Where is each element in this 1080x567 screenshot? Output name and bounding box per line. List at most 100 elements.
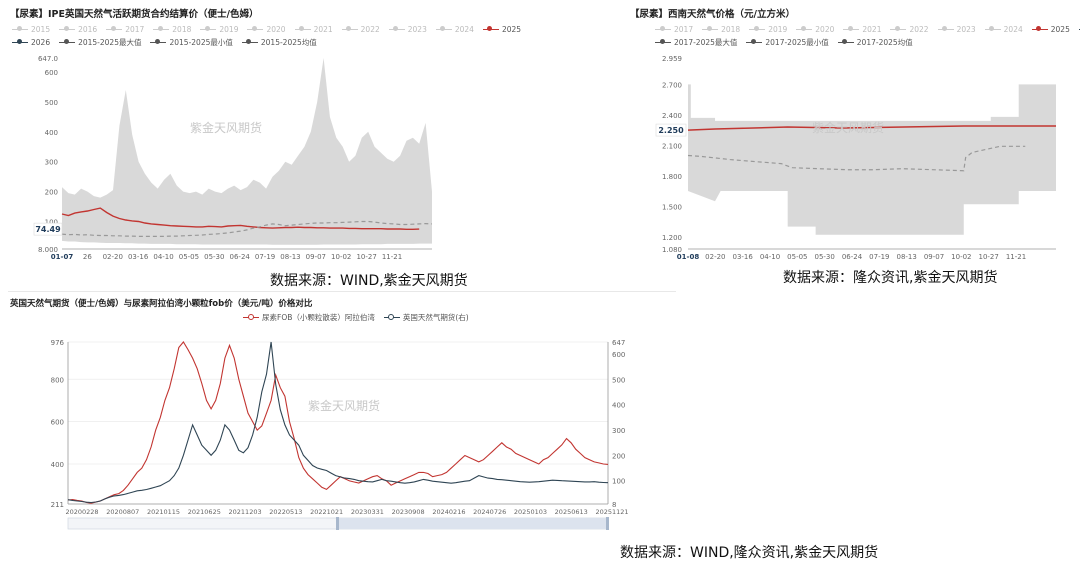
legend-item[interactable]: 2024 xyxy=(984,23,1023,35)
x-tick-label: 06-24 xyxy=(842,253,863,261)
legend-label: 2020 xyxy=(266,24,286,34)
legend-item[interactable]: 2020 xyxy=(247,23,286,35)
x-tick-label: 20210625 xyxy=(188,508,221,516)
legend-label: 2016 xyxy=(78,24,98,34)
legend-item[interactable]: 2015-2025均值 xyxy=(241,36,317,48)
legend-item[interactable]: 2021 xyxy=(294,23,333,35)
y-right-tick-label: 500 xyxy=(612,376,625,384)
series-line xyxy=(61,207,420,230)
y-tick-label: 600 xyxy=(45,69,58,77)
y-tick-label: 2.959 xyxy=(662,55,682,63)
legend-item[interactable]: 2017-2025最小值 xyxy=(746,36,829,48)
legend-swatch xyxy=(1031,25,1048,33)
legend-swatch xyxy=(106,25,123,33)
legend-label: 尿素FOB（小颗粒散装）阿拉伯湾 xyxy=(262,312,375,322)
x-tick-label: 03-16 xyxy=(732,253,753,261)
legend-swatch xyxy=(1078,25,1080,33)
legend-item[interactable]: 2017 xyxy=(106,23,144,35)
x-tick-label: 20250613 xyxy=(555,508,588,516)
legend-swatch xyxy=(12,38,28,46)
legend-row-2: 2026 2015-2025最大值 2015-2025最小值 2015-2025均值 xyxy=(12,36,326,48)
legend-item[interactable]: 2015 xyxy=(12,23,50,35)
legend-item[interactable]: 2020 xyxy=(796,23,834,35)
legend-item[interactable]: 2018 xyxy=(702,23,740,35)
x-tick-label: 03-16 xyxy=(128,253,149,261)
legend-row-1: 2015 2016 2017 2018 2019 2020 2021 2022 2023 2024… xyxy=(12,23,530,35)
panel-uk-gas-seasonal: 【尿素】IPE英国天然气活跃期货合约结算价（便士/色姆） 2015 2016 201… xyxy=(0,0,521,270)
y-left-tick-label: 800 xyxy=(51,376,64,384)
legend-label: 2025 xyxy=(501,24,522,34)
legend-swatch xyxy=(241,38,258,46)
legend-label: 2019 xyxy=(768,24,788,34)
legend-label: 2017 xyxy=(125,24,145,34)
y-tick-label: 300 xyxy=(45,159,58,167)
legend-item[interactable]: 2025 xyxy=(482,23,522,35)
chart-southwest-gas: 2.959 2.700 2.400 2.100 1.800 1.500 1.200 1.080… xyxy=(655,55,1056,261)
legend-item[interactable]: 2015-2025最小值 xyxy=(150,36,233,48)
divider xyxy=(8,291,676,292)
legend-label: 2015-2025最大值 xyxy=(78,37,142,47)
legend-item[interactable]: 2017-2025均值 xyxy=(837,36,913,48)
legend-item[interactable]: 2021 xyxy=(843,23,881,35)
series-line xyxy=(67,341,609,504)
series-line xyxy=(687,125,1056,131)
x-tick-label: 08-13 xyxy=(280,253,300,261)
legend-item[interactable]: 2017 xyxy=(655,23,693,35)
legend-item[interactable]: 尿素FOB（小颗粒散装）阿拉伯湾 xyxy=(243,311,375,323)
legend-item[interactable]: 2024 xyxy=(435,23,474,35)
legend-item[interactable]: 2023 xyxy=(388,23,427,35)
legend-item[interactable]: 2023 xyxy=(937,23,976,35)
x-tick-label: 20240726 xyxy=(473,508,506,516)
x-tick-label: 09-07 xyxy=(924,253,944,261)
x-tick-label: 20230331 xyxy=(351,508,384,516)
current-value-label: 2.250 xyxy=(658,126,684,135)
chart-title: 【尿素】IPE英国天然气活跃期货合约结算价（便士/色姆） xyxy=(10,9,259,20)
legend-item[interactable]: 2015-2025最大值 xyxy=(59,36,141,48)
legend-label: 英国天然气期货(右) xyxy=(402,312,469,322)
legend-item[interactable]: 2019 xyxy=(749,23,787,35)
x-tick-label: 02-20 xyxy=(103,253,123,261)
legend-swatch xyxy=(247,25,264,33)
y-right-tick-label: 100 xyxy=(612,478,625,486)
legend-item[interactable]: 2016 xyxy=(59,23,97,35)
y-right-tick-label: 400 xyxy=(612,402,625,410)
zoom-slider-window xyxy=(338,518,608,529)
x-tick-label: 20210115 xyxy=(147,508,180,516)
legend-label: 2024 xyxy=(454,24,474,34)
legend-swatch xyxy=(749,25,766,33)
y-tick-label: 2.100 xyxy=(662,142,682,150)
y-right-tick-label: 200 xyxy=(612,452,625,460)
x-tick-label: 10-27 xyxy=(978,253,998,261)
legend-item[interactable]: 2017-2025最大值 xyxy=(655,36,737,48)
x-tick-label: 20200807 xyxy=(106,508,139,516)
legend-swatch xyxy=(746,38,763,46)
legend-item[interactable]: 2026 xyxy=(1078,23,1080,35)
y-tick-label: 200 xyxy=(45,189,58,197)
x-tick-label: 05-30 xyxy=(204,253,224,261)
x-tick-label: 05-05 xyxy=(179,253,199,261)
zoom-handle-left[interactable] xyxy=(336,517,339,530)
legend-item[interactable]: 2022 xyxy=(341,23,380,35)
legend-swatch xyxy=(702,25,719,33)
x-tick-label: 07-19 xyxy=(255,253,275,261)
zoom-handle-right[interactable] xyxy=(606,517,609,530)
source-note-2: 数据来源：隆众资讯,紫金天风期货 xyxy=(783,270,998,286)
legend-swatch xyxy=(435,25,452,33)
legend-label: 2022 xyxy=(360,24,380,34)
legend-item[interactable]: 2022 xyxy=(890,23,929,35)
chart-gas-vs-urea: 9768006004002116476005004003002001008202… xyxy=(51,339,629,530)
legend-swatch xyxy=(341,25,358,33)
y-tick-label: 8.000 xyxy=(38,246,58,254)
legend-item[interactable]: 2026 xyxy=(12,36,50,48)
legend-item[interactable]: 英国天然气期货(右) xyxy=(383,311,469,323)
legend-item[interactable]: 2019 xyxy=(200,23,238,35)
panel-gas-vs-urea: 英国天然气期货（便士/色姆）与尿素阿拉伯湾小颗粒fob价（美元/吨）价格对比 尿… xyxy=(0,292,680,542)
x-tick-label: 10-27 xyxy=(356,253,376,261)
x-tick-label: 02-20 xyxy=(705,253,725,261)
legend-label: 2017 xyxy=(674,24,694,34)
x-tick-label: 01-08 xyxy=(677,253,700,261)
x-tick-label: 20240216 xyxy=(432,508,465,516)
legend-label: 2017-2025最小值 xyxy=(765,37,829,47)
legend-item[interactable]: 2018 xyxy=(153,23,191,35)
legend-item[interactable]: 2025 xyxy=(1031,23,1070,35)
